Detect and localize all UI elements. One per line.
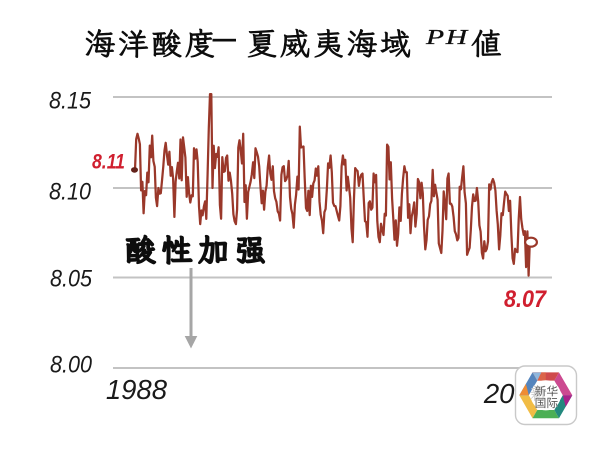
svg-text:8.11: 8.11 — [92, 150, 125, 174]
svg-text:8.00: 8.00 — [50, 350, 92, 378]
svg-text:8.05: 8.05 — [50, 264, 92, 292]
svg-text:8.07: 8.07 — [504, 285, 547, 312]
svg-text:8.10: 8.10 — [49, 177, 91, 205]
svg-text:PH: PH — [425, 25, 469, 49]
svg-text:8.15: 8.15 — [49, 86, 91, 114]
svg-text:1988: 1988 — [106, 374, 168, 405]
